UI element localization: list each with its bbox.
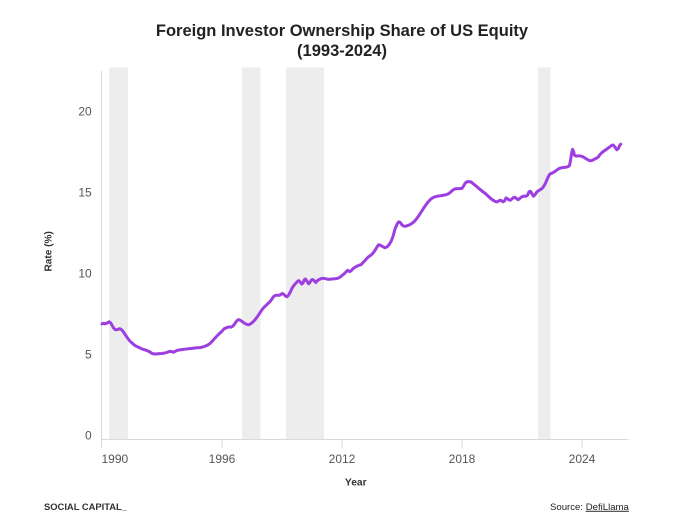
svg-text:2024: 2024 [569, 452, 596, 466]
svg-text:15: 15 [78, 185, 92, 199]
svg-text:10: 10 [78, 266, 92, 280]
svg-text:2012: 2012 [329, 452, 356, 466]
svg-text:Foreign Investor Ownership Sha: Foreign Investor Ownership Share of US E… [156, 22, 529, 40]
svg-text:SOCIAL CAPITAL_: SOCIAL CAPITAL_ [44, 501, 128, 512]
svg-text:Year: Year [345, 478, 367, 489]
svg-text:(1993-2024): (1993-2024) [297, 42, 387, 60]
svg-text:1990: 1990 [102, 452, 129, 466]
svg-text:Rate (%): Rate (%) [43, 231, 54, 271]
svg-text:0: 0 [85, 428, 92, 442]
svg-text:2018: 2018 [449, 452, 476, 466]
svg-text:20: 20 [78, 105, 92, 119]
svg-text:Source: DefiLlama: Source: DefiLlama [550, 502, 630, 513]
svg-text:5: 5 [85, 347, 92, 361]
svg-text:1996: 1996 [209, 452, 236, 466]
